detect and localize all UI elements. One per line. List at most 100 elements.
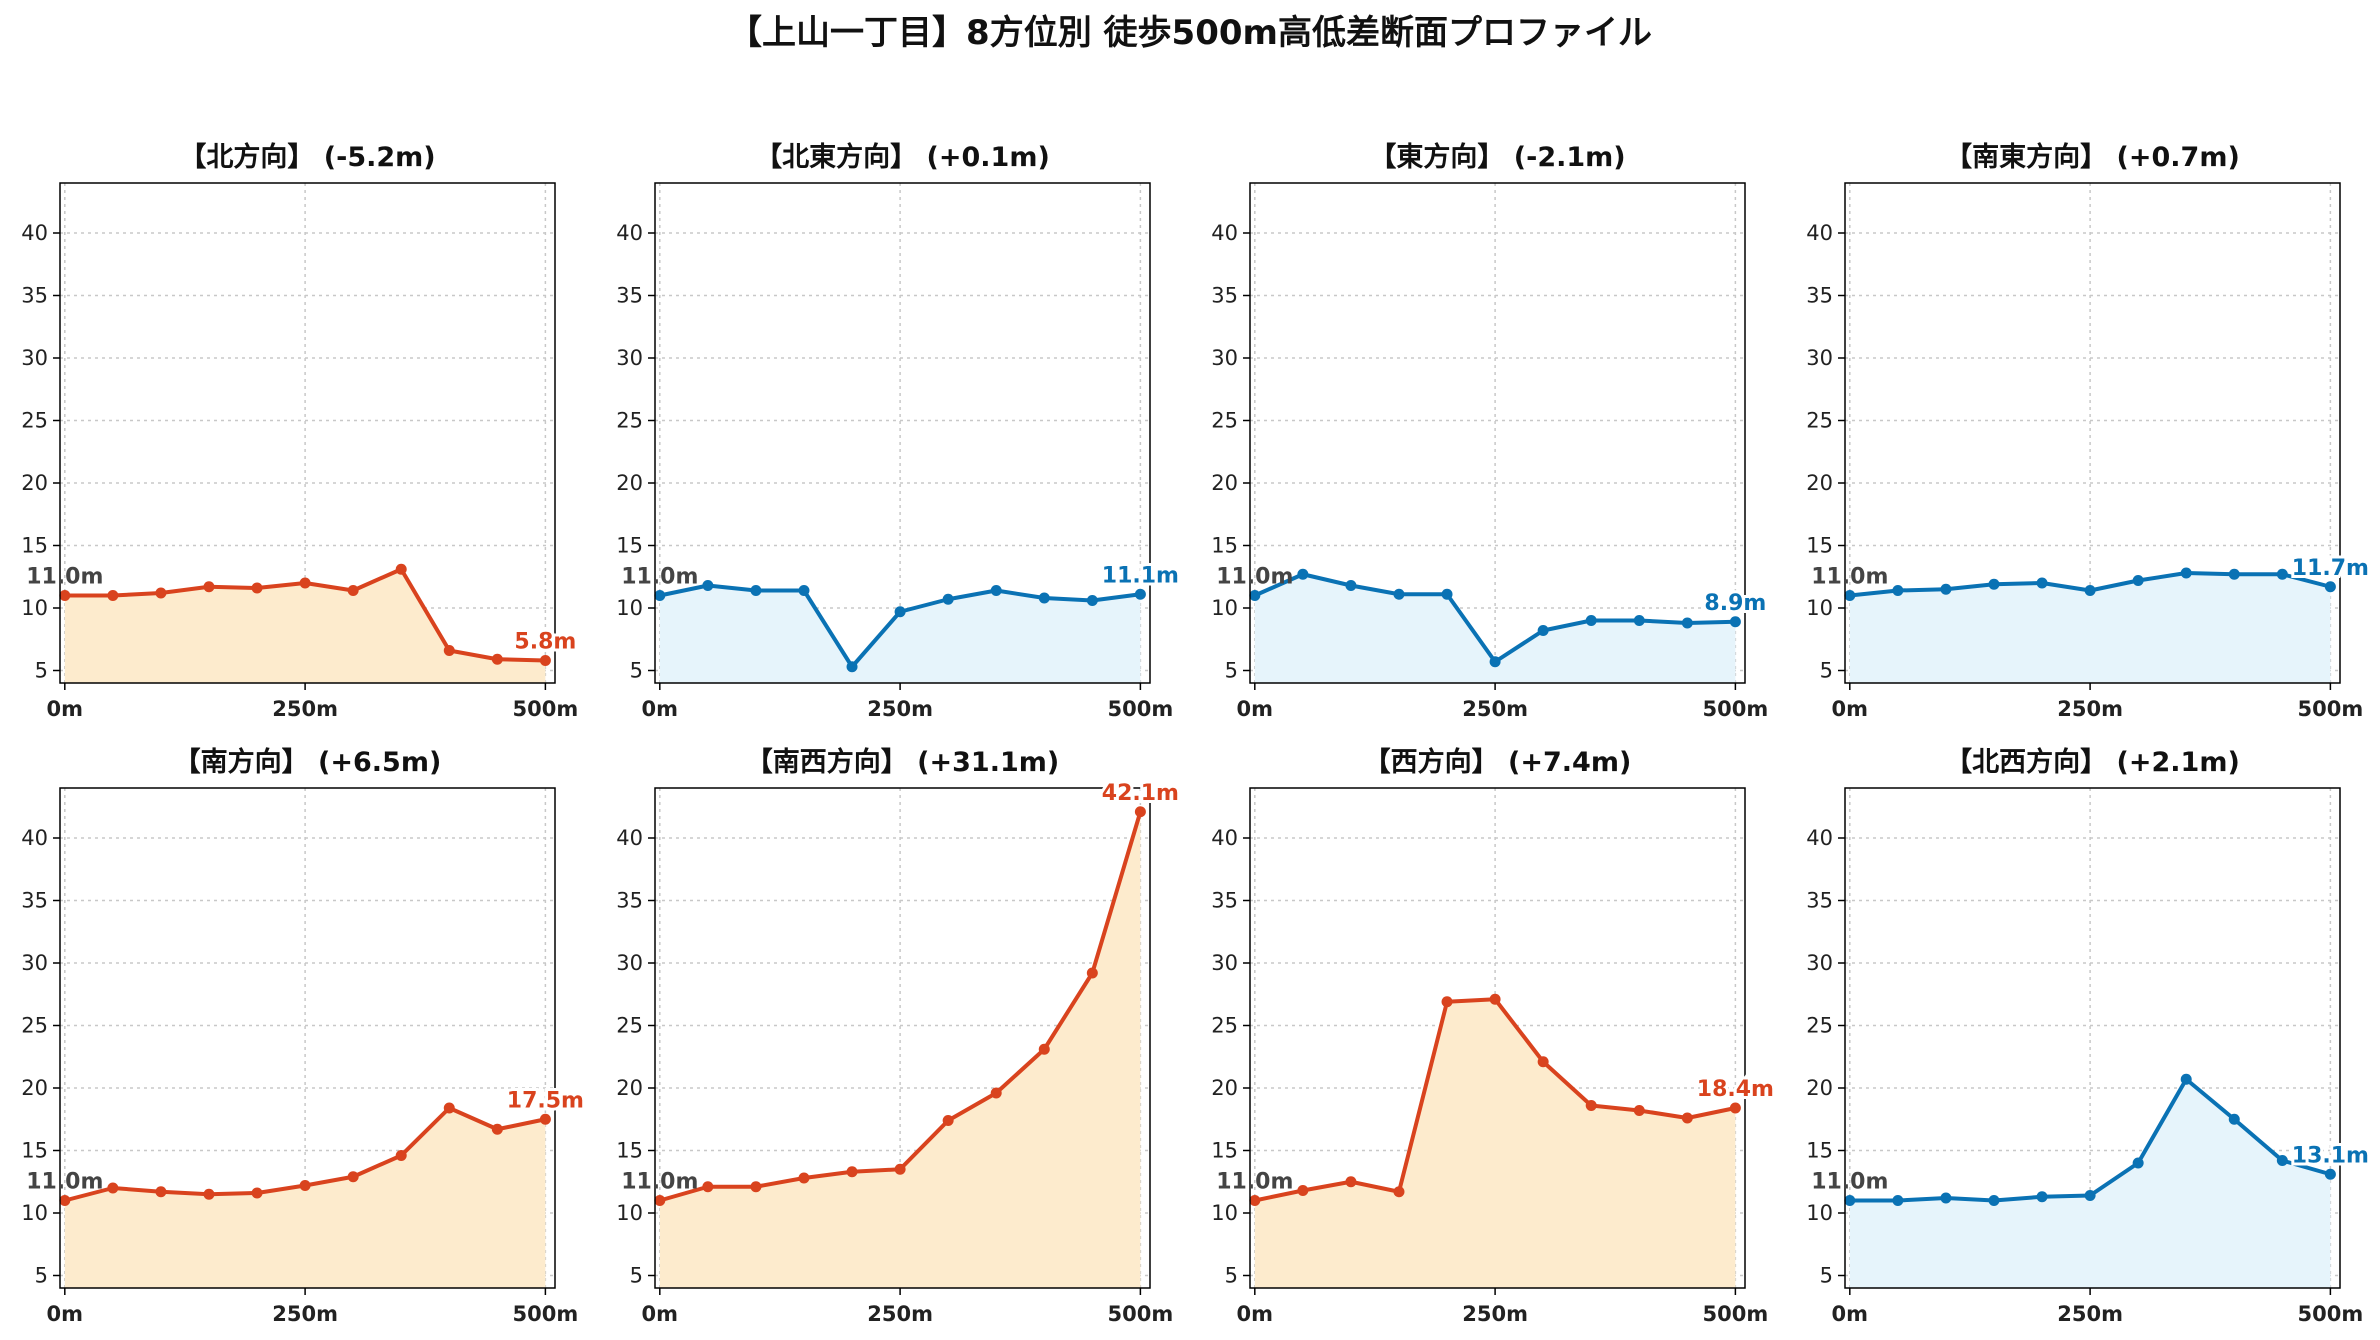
data-point (59, 590, 71, 601)
x-tick-label: 0m (47, 1302, 84, 1326)
data-point (2132, 1157, 2144, 1169)
data-point (846, 661, 858, 673)
x-tick-label: 0m (642, 1302, 679, 1326)
y-tick-label: 10 (616, 596, 643, 620)
y-tick-label: 20 (1211, 1076, 1238, 1100)
chart-panel-1: 【北東方向】 (+0.1m) 5 10 15 20 25 30 35 40 0m 250m 500m 1… (616, 141, 1182, 721)
data-point (2180, 567, 2192, 579)
data-point (894, 606, 906, 618)
data-point (1729, 1102, 1741, 1114)
chart-title: 【西方向】 (+7.4m) (1364, 746, 1632, 778)
data-point (1134, 588, 1146, 600)
y-tick-label: 5 (35, 659, 48, 683)
y-tick-label: 5 (1820, 1264, 1833, 1288)
end-value-label: 42.1m (1102, 781, 1179, 806)
y-tick-label: 20 (1211, 471, 1238, 495)
data-point (443, 645, 455, 656)
data-point (1681, 617, 1693, 629)
plot-frame (1249, 182, 1746, 684)
data-point (2228, 1113, 2240, 1125)
data-point (1988, 1195, 2000, 1206)
chart-title: 【北東方向】 (+0.1m) (755, 141, 1050, 173)
data-point (155, 1186, 167, 1198)
y-tick-label: 15 (21, 534, 48, 558)
data-point (942, 1115, 954, 1126)
plot-frame (1249, 787, 1746, 1289)
y-tick-label: 15 (616, 534, 643, 558)
data-point (2036, 577, 2048, 589)
y-tick-label: 40 (1806, 826, 1833, 850)
y-tick-label: 35 (21, 284, 48, 308)
data-point (1297, 568, 1309, 580)
data-point (798, 1172, 810, 1184)
x-tick-label: 250m (867, 697, 933, 721)
y-tick-label: 15 (1211, 534, 1238, 558)
data-point (2084, 585, 2096, 596)
x-tick-label: 250m (272, 697, 338, 721)
data-point (347, 1171, 359, 1183)
y-tick-label: 25 (1211, 1014, 1238, 1038)
data-point (1940, 583, 1952, 595)
start-value-label: 11.0m (26, 1170, 103, 1195)
start-value-label: 11.0m (1216, 565, 1293, 590)
data-point (203, 1188, 215, 1200)
data-point (491, 1123, 503, 1135)
chart-title: 【南東方向】 (+0.7m) (1945, 141, 2240, 173)
data-point (1086, 595, 1098, 606)
data-point (798, 585, 810, 596)
area-fill (1849, 573, 2331, 683)
y-tick-label: 10 (21, 1201, 48, 1225)
data-point (1988, 578, 2000, 590)
data-point (1345, 580, 1357, 591)
data-point (1134, 806, 1146, 818)
y-tick-label: 30 (21, 951, 48, 975)
plot-frame (654, 182, 1151, 684)
end-value-label: 18.4m (1697, 1077, 1774, 1102)
data-point (347, 585, 359, 596)
x-tick-label: 250m (2057, 1302, 2123, 1326)
y-tick-label: 25 (21, 409, 48, 433)
y-tick-label: 20 (1806, 471, 1833, 495)
data-point (2324, 1168, 2336, 1180)
data-point (990, 1087, 1002, 1099)
y-tick-label: 5 (630, 1264, 643, 1288)
x-tick-label: 500m (2298, 1302, 2364, 1326)
data-point (1489, 993, 1501, 1005)
y-tick-label: 40 (1211, 826, 1238, 850)
data-point (1537, 1056, 1549, 1068)
data-point (846, 1166, 858, 1178)
data-point (654, 590, 666, 601)
area-fill (659, 585, 1141, 683)
x-tick-label: 0m (1832, 697, 1869, 721)
data-point (1345, 1176, 1357, 1188)
data-point (2324, 581, 2336, 593)
x-tick-label: 0m (1237, 1302, 1274, 1326)
data-point (2276, 1155, 2288, 1166)
area-fill (64, 569, 546, 683)
y-tick-label: 15 (616, 1139, 643, 1163)
y-tick-label: 10 (21, 596, 48, 620)
x-tick-label: 250m (1462, 1302, 1528, 1326)
data-point (59, 1195, 71, 1206)
plot-frame (1844, 182, 2341, 684)
data-point (395, 1150, 407, 1161)
end-value-label: 8.9m (1704, 591, 1766, 616)
y-tick-label: 30 (1211, 951, 1238, 975)
y-tick-label: 20 (21, 1076, 48, 1100)
chart-panel-2: 【東方向】 (-2.1m) 5 10 15 20 25 30 35 40 0m 250m 500m 11… (1211, 141, 1769, 721)
chart-panel-7: 【北西方向】 (+2.1m) 5 10 15 20 25 30 35 40 0m 250m 500m 1… (1806, 746, 2372, 1326)
x-tick-label: 250m (867, 1302, 933, 1326)
y-tick-label: 35 (1211, 284, 1238, 308)
data-point (155, 587, 167, 599)
data-point (1086, 967, 1098, 979)
end-value-label: 11.7m (2292, 556, 2369, 581)
end-value-label: 11.1m (1102, 563, 1179, 588)
data-point (2132, 575, 2144, 586)
data-point (443, 1102, 455, 1114)
data-point (2084, 1190, 2096, 1201)
y-tick-label: 15 (1211, 1139, 1238, 1163)
y-tick-label: 10 (616, 1201, 643, 1225)
data-point (1297, 1185, 1309, 1196)
y-tick-label: 5 (35, 1264, 48, 1288)
